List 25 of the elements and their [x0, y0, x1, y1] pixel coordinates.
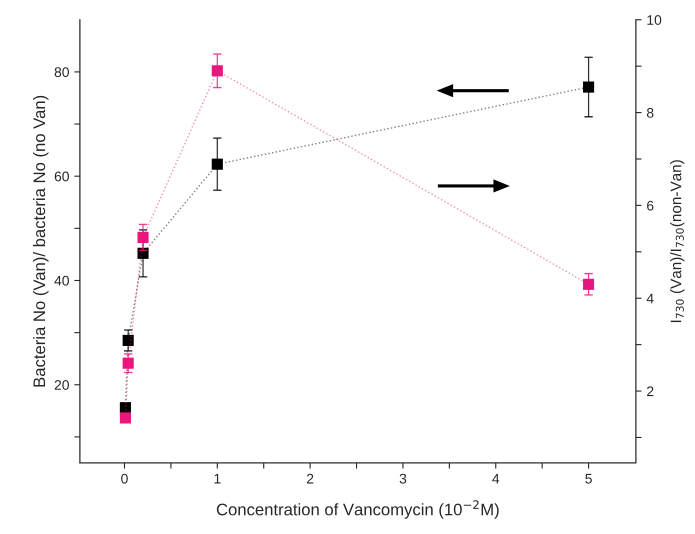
point	[212, 158, 223, 170]
y2-tick-label: 8	[646, 108, 654, 118]
y2-axis-title: I$_{730}$ (Van)/I$_{730}$(non-Van)	[670, 160, 684, 322]
x-axis-title: Concentration of Vancomycin (10$^{−2}$M)	[216, 500, 499, 519]
point	[212, 65, 223, 76]
y2-tick-label: 6	[647, 200, 654, 211]
x-tick-label: 5	[585, 474, 592, 484]
y2-tick-label: 10	[647, 15, 662, 25]
x-tick-label: 3	[400, 474, 406, 484]
y2-tick-label: 4	[646, 294, 654, 304]
y-tick-label: 80	[54, 67, 69, 78]
y-axis-title: Bacteria No (Van)/ bacteria No (no Van)	[32, 96, 48, 387]
y-tick-label: 40	[54, 276, 69, 286]
y2-tick-label: 2	[647, 386, 654, 396]
y-tick-label: 60	[54, 172, 69, 182]
point	[137, 232, 149, 243]
point	[122, 358, 134, 369]
x-tick-label: 2	[306, 474, 314, 484]
point	[583, 278, 594, 290]
point	[120, 412, 131, 424]
x-tick-label: 1	[214, 474, 220, 484]
y-tick-label: 20	[54, 380, 69, 390]
x-tick-label: 0	[121, 474, 128, 484]
x-tick-label: 4	[492, 474, 500, 484]
point	[583, 81, 594, 93]
